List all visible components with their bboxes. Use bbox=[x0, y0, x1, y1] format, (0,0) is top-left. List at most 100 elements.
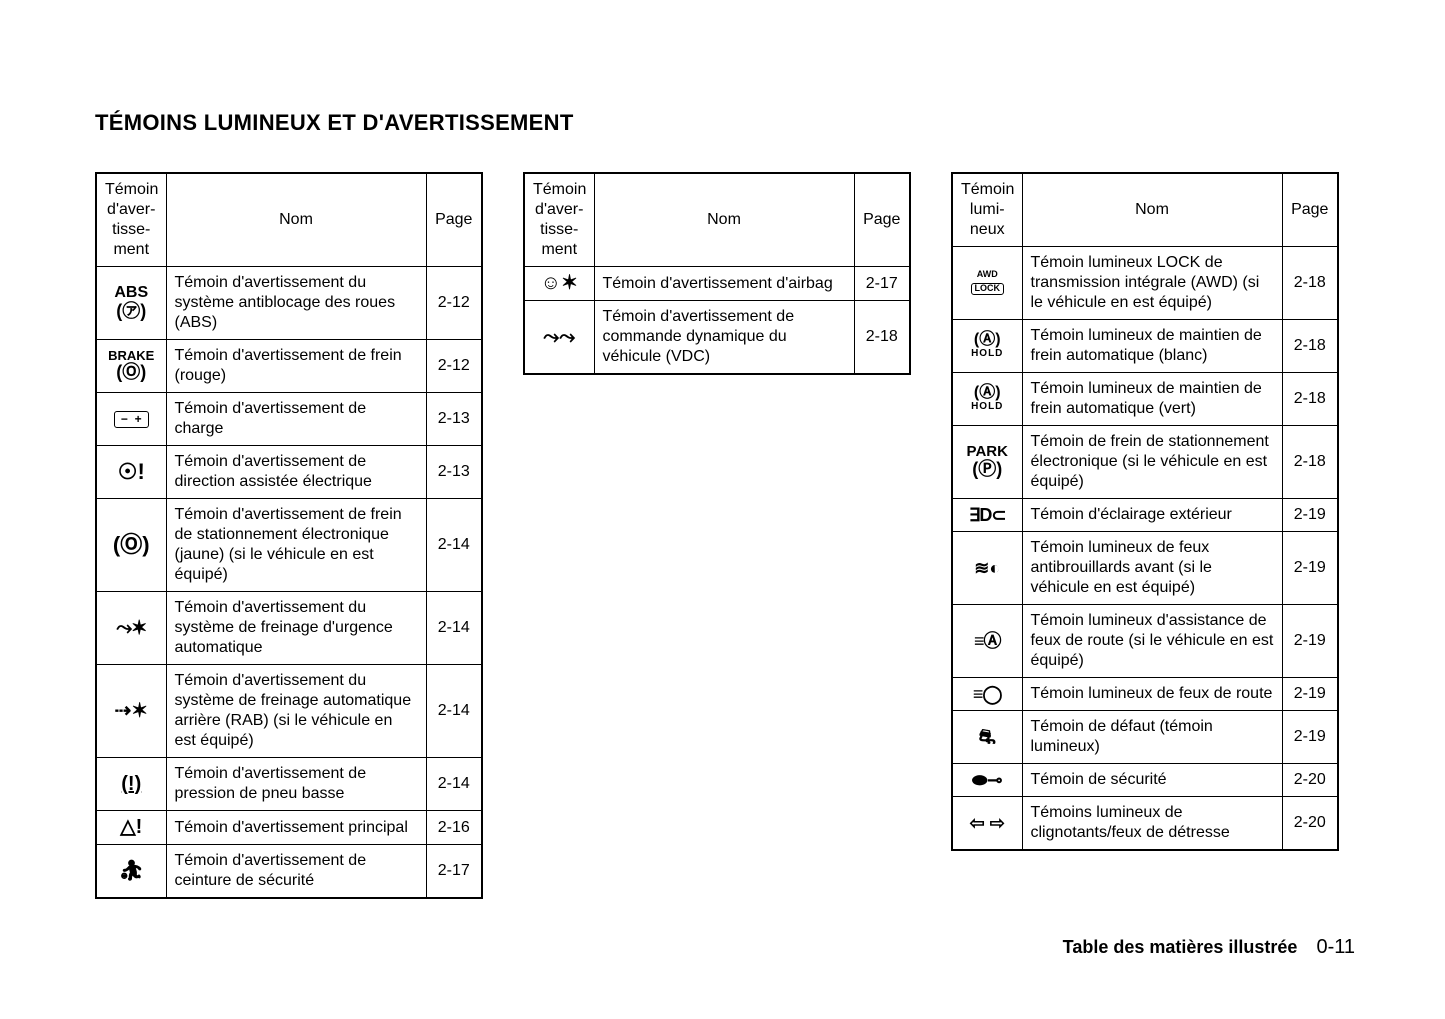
indicator-icon: ⛹︎ bbox=[96, 845, 166, 899]
indicator-name: Témoin d'avertissement de frein (rouge) bbox=[166, 340, 426, 393]
indicator-page: 2-18 bbox=[1282, 320, 1338, 373]
indicator-page: 2-18 bbox=[854, 301, 910, 375]
table-row: ≋◐Témoin lumineux de feux antibrouillard… bbox=[952, 532, 1338, 605]
table-3: Témoin lumi-neux Nom Page AWDLOCKTémoin … bbox=[951, 172, 1339, 851]
indicator-name: Témoin d'avertissement principal bbox=[166, 811, 426, 845]
table-row: ⤳⤳Témoin d'avertissement de commande dyn… bbox=[524, 301, 910, 375]
indicator-page: 2-13 bbox=[426, 446, 482, 499]
table-row: (!)Témoin d'avertissement de pression de… bbox=[96, 758, 482, 811]
table-row: − +Témoin d'avertissement de charge2-13 bbox=[96, 393, 482, 446]
indicator-page: 2-13 bbox=[426, 393, 482, 446]
indicator-page: 2-19 bbox=[1282, 711, 1338, 764]
indicator-icon: ≡Ⓐ bbox=[952, 605, 1022, 678]
th-icon: Témoin d'aver-tisse-ment bbox=[524, 173, 594, 267]
th-name: Nom bbox=[594, 173, 854, 267]
indicator-page: 2-14 bbox=[426, 499, 482, 592]
table-row: ⇢✶Témoin d'avertissement du système de f… bbox=[96, 665, 482, 758]
col-1: Témoin d'aver-tisse-ment Nom Page ABS(㋐)… bbox=[95, 172, 483, 899]
th-page: Page bbox=[426, 173, 482, 267]
indicator-icon: (Ⓐ)HOLD bbox=[952, 373, 1022, 426]
indicator-icon: ⤳✶ bbox=[96, 592, 166, 665]
footer-page: 0-11 bbox=[1316, 936, 1355, 958]
table-row: ⇦ ⇨Témoins lumineux de clignotants/feux … bbox=[952, 797, 1338, 851]
table-1: Témoin d'aver-tisse-ment Nom Page ABS(㋐)… bbox=[95, 172, 483, 899]
heading: TÉMOINS LUMINEUX ET D'AVERTISSEMENT bbox=[95, 110, 1355, 136]
th-icon: Témoin lumi-neux bbox=[952, 173, 1022, 247]
footer-label: Table des matières illustrée bbox=[1063, 937, 1298, 957]
table-row: ☉!Témoin d'avertissement de direction as… bbox=[96, 446, 482, 499]
table-2: Témoin d'aver-tisse-ment Nom Page ☺✶Témo… bbox=[523, 172, 911, 375]
indicator-icon: − + bbox=[96, 393, 166, 446]
footer: Table des matières illustrée 0-11 bbox=[1063, 936, 1355, 959]
table-row: ☺✶Témoin d'avertissement d'airbag2-17 bbox=[524, 267, 910, 301]
indicator-page: 2-14 bbox=[426, 665, 482, 758]
indicator-icon: ⤳⤳ bbox=[524, 301, 594, 375]
indicator-icon: (Ⓞ) bbox=[96, 499, 166, 592]
indicator-page: 2-16 bbox=[426, 811, 482, 845]
indicator-page: 2-19 bbox=[1282, 605, 1338, 678]
table-row: AWDLOCKTémoin lumineux LOCK de transmiss… bbox=[952, 247, 1338, 320]
indicator-name: Témoin d'avertissement de frein de stati… bbox=[166, 499, 426, 592]
table-row: (Ⓞ)Témoin d'avertissement de frein de st… bbox=[96, 499, 482, 592]
th-page: Page bbox=[1282, 173, 1338, 247]
indicator-name: Témoin d'avertissement du système antibl… bbox=[166, 267, 426, 340]
col-2: Témoin d'aver-tisse-ment Nom Page ☺✶Témo… bbox=[523, 172, 911, 375]
th-name: Nom bbox=[166, 173, 426, 267]
indicator-name: Témoin d'avertissement de direction assi… bbox=[166, 446, 426, 499]
indicator-page: 2-19 bbox=[1282, 678, 1338, 711]
indicator-icon: BRAKE(Ⓞ) bbox=[96, 340, 166, 393]
page: TÉMOINS LUMINEUX ET D'AVERTISSEMENT Témo… bbox=[0, 0, 1445, 1019]
table-row: ⛹︎Témoin d'avertissement de ceinture de … bbox=[96, 845, 482, 899]
indicator-page: 2-18 bbox=[1282, 373, 1338, 426]
indicator-icon: ⇢✶ bbox=[96, 665, 166, 758]
indicator-page: 2-19 bbox=[1282, 532, 1338, 605]
table-row: △!Témoin d'avertissement principal2-16 bbox=[96, 811, 482, 845]
table-row: PARK(Ⓟ)Témoin de frein de stationnement … bbox=[952, 426, 1338, 499]
indicator-page: 2-17 bbox=[854, 267, 910, 301]
indicator-icon: ABS(㋐) bbox=[96, 267, 166, 340]
th-page: Page bbox=[854, 173, 910, 267]
th-name: Nom bbox=[1022, 173, 1282, 247]
indicator-name: Témoin lumineux de feux de route bbox=[1022, 678, 1282, 711]
indicator-page: 2-20 bbox=[1282, 797, 1338, 851]
indicator-icon: ☉! bbox=[96, 446, 166, 499]
indicator-name: Témoin d'avertissement du système de fre… bbox=[166, 665, 426, 758]
indicator-page: 2-17 bbox=[426, 845, 482, 899]
table-row: ABS(㋐)Témoin d'avertissement du système … bbox=[96, 267, 482, 340]
indicator-name: Témoin d'avertissement de ceinture de sé… bbox=[166, 845, 426, 899]
indicator-name: Témoin d'avertissement de pression de pn… bbox=[166, 758, 426, 811]
indicator-name: Témoin d'avertissement de commande dynam… bbox=[594, 301, 854, 375]
table-row: BRAKE(Ⓞ)Témoin d'avertissement de frein … bbox=[96, 340, 482, 393]
table-row: ⤳✶Témoin d'avertissement du système de f… bbox=[96, 592, 482, 665]
indicator-name: Témoin lumineux de maintien de frein aut… bbox=[1022, 320, 1282, 373]
th-icon: Témoin d'aver-tisse-ment bbox=[96, 173, 166, 267]
indicator-icon: ≋◐ bbox=[952, 532, 1022, 605]
indicator-icon: PARK(Ⓟ) bbox=[952, 426, 1022, 499]
indicator-page: 2-19 bbox=[1282, 499, 1338, 532]
indicator-name: Témoin lumineux d'assistance de feux de … bbox=[1022, 605, 1282, 678]
table-row: ⬬⊸Témoin de sécurité2-20 bbox=[952, 764, 1338, 797]
indicator-page: 2-14 bbox=[426, 758, 482, 811]
indicator-icon: AWDLOCK bbox=[952, 247, 1022, 320]
table-row: ⛐Témoin de défaut (témoin lumineux)2-19 bbox=[952, 711, 1338, 764]
indicator-icon: (!) bbox=[96, 758, 166, 811]
indicator-name: Témoin lumineux LOCK de transmission int… bbox=[1022, 247, 1282, 320]
indicator-icon: ∃D⊂ bbox=[952, 499, 1022, 532]
indicator-icon: ☺✶ bbox=[524, 267, 594, 301]
columns: Témoin d'aver-tisse-ment Nom Page ABS(㋐)… bbox=[95, 172, 1355, 899]
indicator-icon: (Ⓐ)HOLD bbox=[952, 320, 1022, 373]
indicator-page: 2-18 bbox=[1282, 247, 1338, 320]
indicator-name: Témoin d'éclairage extérieur bbox=[1022, 499, 1282, 532]
indicator-icon: ⛐ bbox=[952, 711, 1022, 764]
indicator-name: Témoin de sécurité bbox=[1022, 764, 1282, 797]
table-row: ∃D⊂Témoin d'éclairage extérieur2-19 bbox=[952, 499, 1338, 532]
table-row: ≡◯Témoin lumineux de feux de route2-19 bbox=[952, 678, 1338, 711]
indicator-name: Témoin de défaut (témoin lumineux) bbox=[1022, 711, 1282, 764]
table-row: (Ⓐ)HOLDTémoin lumineux de maintien de fr… bbox=[952, 320, 1338, 373]
tbody-3: AWDLOCKTémoin lumineux LOCK de transmiss… bbox=[952, 247, 1338, 851]
table-row: ≡ⒶTémoin lumineux d'assistance de feux d… bbox=[952, 605, 1338, 678]
indicator-name: Témoin lumineux de feux antibrouillards … bbox=[1022, 532, 1282, 605]
indicator-icon: ⇦ ⇨ bbox=[952, 797, 1022, 851]
tbody-1: ABS(㋐)Témoin d'avertissement du système … bbox=[96, 267, 482, 899]
indicator-page: 2-20 bbox=[1282, 764, 1338, 797]
